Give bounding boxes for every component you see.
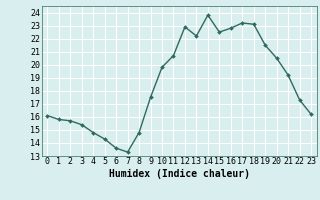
X-axis label: Humidex (Indice chaleur): Humidex (Indice chaleur) [109,169,250,179]
